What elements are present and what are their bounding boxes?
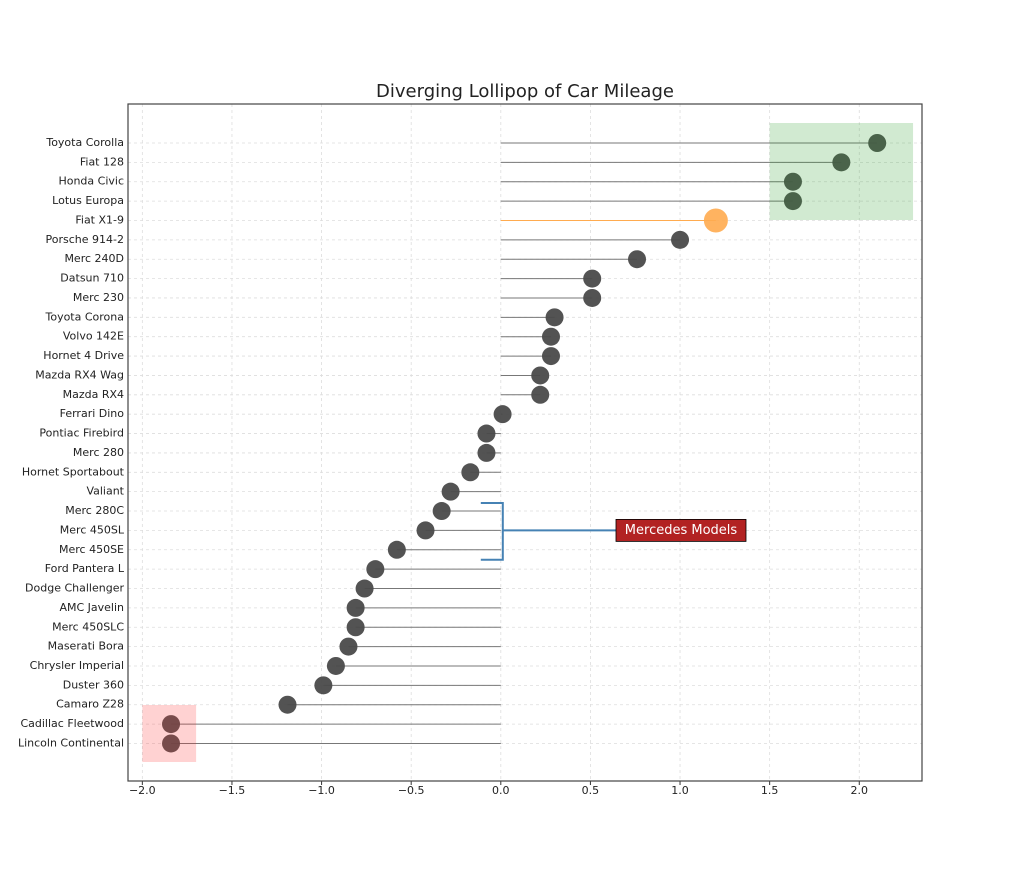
dot <box>545 308 564 327</box>
y-tick-label: Mazda RX4 Wag <box>35 368 124 381</box>
y-tick-label: Datsun 710 <box>60 272 124 285</box>
dot <box>355 579 374 598</box>
y-tick-label: Merc 280C <box>65 504 124 517</box>
y-tick-label: AMC Javelin <box>59 601 124 614</box>
dot <box>387 540 406 559</box>
y-tick-label: Ford Pantera L <box>45 562 125 575</box>
y-tick-label: Fiat 128 <box>80 155 124 168</box>
y-tick-label: Merc 240D <box>64 252 124 265</box>
y-tick-label: Merc 450SLC <box>52 620 124 633</box>
y-tick-label: Hornet 4 Drive <box>43 349 124 362</box>
dot <box>541 327 560 346</box>
dot <box>832 153 851 172</box>
y-tick-label: Lincoln Continental <box>18 736 124 749</box>
dot <box>703 208 728 233</box>
y-tick-label: Honda Civic <box>58 175 124 188</box>
chart-title: Diverging Lollipop of Car Mileage <box>376 81 674 102</box>
y-tick-label: Ferrari Dino <box>60 407 125 420</box>
annotation: Mercedes Models <box>625 523 738 538</box>
dot <box>628 250 647 269</box>
y-tick-label: Toyota Corona <box>44 310 124 323</box>
y-tick-label: Toyota Corolla <box>45 136 124 149</box>
x-tick-label: 0.0 <box>492 784 510 797</box>
y-tick-label: Merc 450SE <box>59 543 124 556</box>
plot-frame <box>127 103 923 782</box>
y-tick-label: Camaro Z28 <box>56 698 124 711</box>
dot <box>339 637 358 656</box>
dot <box>314 676 333 695</box>
dot <box>868 134 887 152</box>
x-tick-label: 1.0 <box>671 784 689 797</box>
dot <box>783 192 802 211</box>
x-tick-label: 0.5 <box>582 784 600 797</box>
dot <box>493 405 512 424</box>
y-tick-label: Valiant <box>86 485 124 498</box>
x-tick-label: 1.5 <box>761 784 779 797</box>
dot <box>783 172 802 191</box>
x-tick-label: −0.5 <box>398 784 425 797</box>
shaded-region <box>142 705 197 762</box>
y-tick-label: Chrysler Imperial <box>30 659 124 672</box>
x-tick-label: −2.0 <box>129 784 156 797</box>
dot <box>416 521 435 540</box>
dot <box>461 463 480 482</box>
y-tick-label: Lotus Europa <box>52 194 124 207</box>
y-tick-label: Merc 280 <box>73 446 124 459</box>
dot <box>278 695 297 714</box>
y-tick-label: Dodge Challenger <box>25 582 124 595</box>
dot <box>583 288 602 307</box>
y-tick-label: Fiat X1-9 <box>75 213 124 226</box>
dot <box>432 502 451 521</box>
x-tick-label: −1.5 <box>219 784 246 797</box>
dot <box>477 443 496 462</box>
y-tick-label: Maserati Bora <box>48 640 124 653</box>
y-tick-label: Porsche 914-2 <box>46 233 124 246</box>
dot <box>366 560 385 579</box>
shaded-region <box>769 123 914 220</box>
dot <box>346 618 365 637</box>
x-tick-label: 2.0 <box>851 784 869 797</box>
y-tick-label: Pontiac Firebird <box>39 427 124 440</box>
y-tick-label: Duster 360 <box>63 678 124 691</box>
y-tick-label: Mazda RX4 <box>63 388 124 401</box>
dot <box>162 734 181 753</box>
dot <box>583 269 602 288</box>
y-tick-label: Hornet Sportabout <box>22 465 125 478</box>
dot <box>477 424 496 443</box>
y-tick-label: Merc 230 <box>73 291 124 304</box>
y-tick-label: Merc 450SL <box>60 523 125 536</box>
y-tick-label: Cadillac Fleetwood <box>20 717 124 730</box>
dot <box>531 385 550 404</box>
dot <box>531 366 550 385</box>
x-tick-label: −1.0 <box>308 784 335 797</box>
y-tick-label: Volvo 142E <box>63 330 124 343</box>
dot <box>326 656 345 675</box>
dot <box>441 482 460 501</box>
dot <box>162 715 181 734</box>
dot <box>346 598 365 617</box>
bracket <box>480 502 616 561</box>
dot <box>671 230 690 249</box>
annotation-box <box>615 519 747 542</box>
dot <box>541 347 560 366</box>
